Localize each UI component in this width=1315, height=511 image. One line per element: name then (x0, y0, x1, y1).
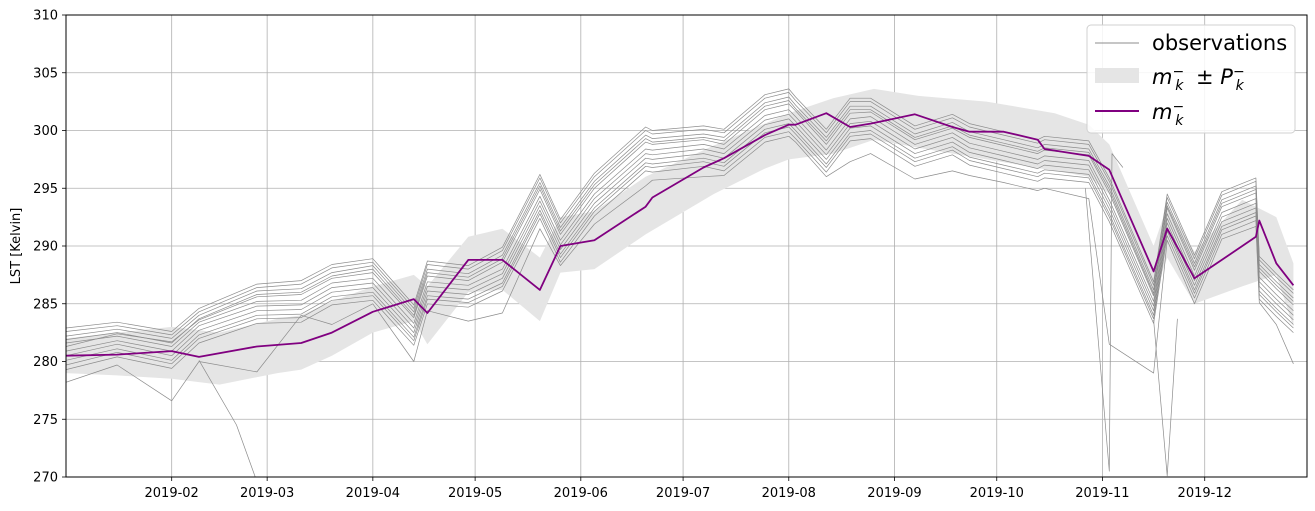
legend-mean-label: m− k (1152, 99, 1184, 129)
x-tick-label: 2019-05 (448, 486, 502, 501)
legend-mean-m: m (1152, 100, 1172, 124)
legend-band-m-sub: k (1175, 78, 1184, 94)
legend-band-m: m (1152, 65, 1172, 89)
legend-box (1086, 24, 1296, 134)
observation-5 (66, 118, 1294, 357)
y-tick-label: 310 (33, 9, 58, 24)
plot-area (66, 88, 1295, 477)
legend-band-p: P (1220, 65, 1233, 89)
legend-band-pm: ± (1189, 65, 1220, 89)
y-tick-label: 290 (33, 240, 58, 255)
legend-band-p-sup: − (1233, 64, 1245, 80)
x-tick-label: 2019-11 (1075, 486, 1129, 501)
x-tick-label: 2019-10 (970, 486, 1024, 501)
observation-3 (66, 113, 1294, 352)
x-axis: 2019-02 2019-03 2019-04 2019-05 2019-06 2019-… (145, 477, 1232, 501)
y-tick-label: 270 (33, 471, 58, 486)
observation-13 (198, 360, 256, 477)
y-axis: 270 275 280 285 290 295 300 305 310 (33, 9, 66, 486)
observation-2 (66, 103, 1294, 347)
observation-14 (1085, 153, 1124, 472)
legend-mean-m-sub: k (1175, 113, 1184, 129)
observation-7 (66, 123, 1294, 361)
mean-series-line (66, 112, 1295, 358)
uncertainty-band-layer (66, 88, 1294, 385)
y-tick-label: 300 (33, 124, 58, 139)
observation-9 (66, 126, 1294, 366)
legend: observations m− k ± P− k m− k (1086, 24, 1296, 134)
y-tick-label: 285 (33, 297, 58, 312)
observation-8 (66, 100, 1294, 344)
y-tick-label: 275 (33, 413, 58, 428)
y-axis-label: LST [Kelvin] (9, 208, 24, 285)
x-tick-label: 2019-09 (867, 486, 921, 501)
y-tick-label: 280 (33, 355, 58, 370)
observation-11 (66, 131, 1294, 370)
x-tick-label: 2019-04 (346, 486, 400, 501)
uncertainty-band (66, 88, 1294, 385)
observation-10 (66, 88, 1294, 332)
y-tick-label: 305 (33, 66, 58, 81)
x-tick-label: 2019-02 (145, 486, 199, 501)
x-tick-label: 2019-03 (240, 486, 294, 501)
legend-band-p-sub: k (1236, 78, 1245, 94)
x-tick-label: 2019-06 (554, 486, 608, 501)
observation-1 (66, 109, 1294, 347)
observation-4 (66, 96, 1294, 339)
observation-12 (66, 135, 1294, 402)
legend-band-label: m− k ± P− k (1152, 64, 1245, 94)
x-tick-label: 2019-08 (762, 486, 816, 501)
legend-mean-m-sup: − (1172, 99, 1184, 115)
mean-layer (66, 112, 1295, 358)
legend-band-swatch (1095, 68, 1139, 83)
observation-15 (1153, 318, 1178, 477)
legend-band-m-sup: − (1172, 64, 1184, 80)
legend-observations-label: observations (1152, 31, 1287, 55)
x-tick-label: 2019-12 (1178, 486, 1232, 501)
x-tick-label: 2019-07 (656, 486, 710, 501)
y-tick-label: 295 (33, 182, 58, 197)
